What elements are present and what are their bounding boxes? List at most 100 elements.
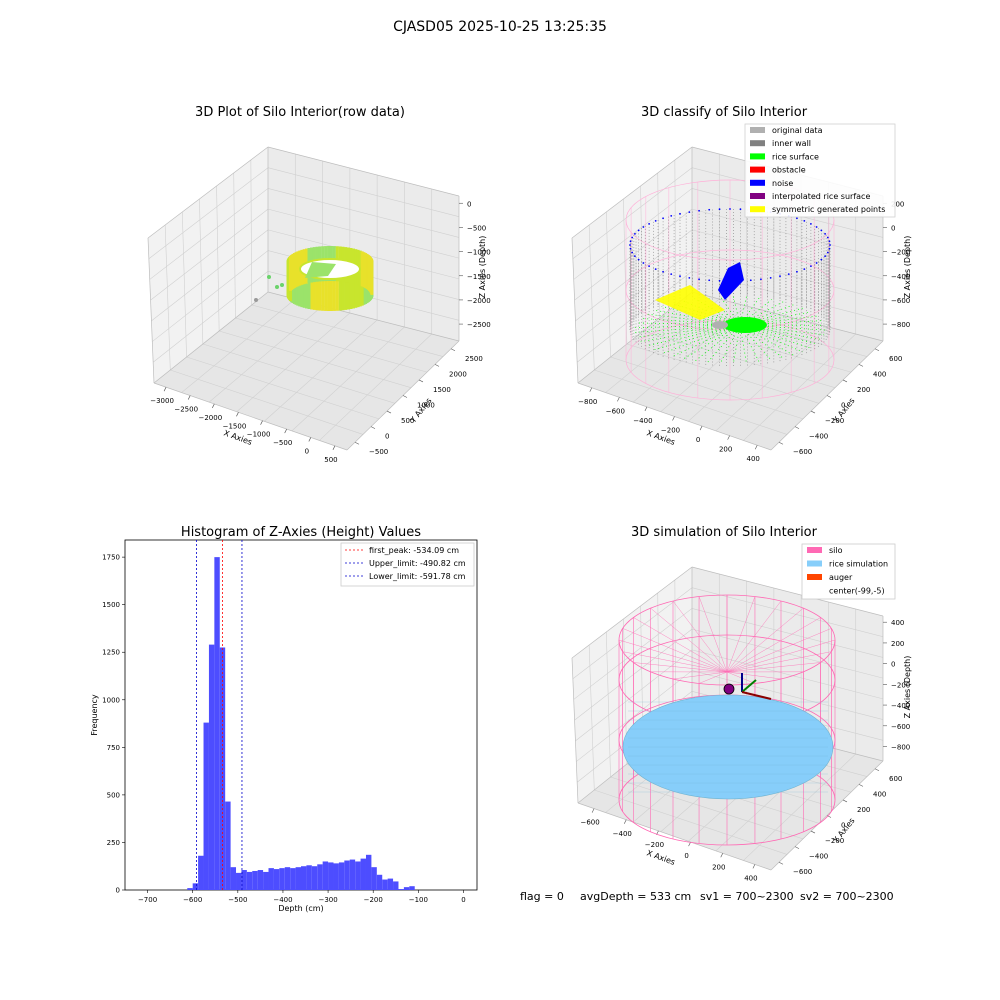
center-marker — [723, 683, 735, 695]
y-tick-label: 500 — [107, 791, 120, 799]
z-axis-label: Z Axies (Depth) — [478, 236, 487, 299]
rice-surface-ray — [739, 324, 747, 364]
noise-cluster — [718, 262, 744, 300]
noise-point — [828, 240, 831, 243]
noise-point — [729, 208, 731, 210]
x-tick-label: −600 — [183, 896, 202, 904]
z-tick-label: −2000 — [467, 297, 491, 305]
y-tick-label: 1250 — [102, 649, 120, 657]
y-tick-mark — [434, 364, 440, 367]
pane-left — [148, 147, 268, 383]
silo-roof-rib — [726, 608, 804, 673]
y-tick-label: −500 — [369, 448, 388, 456]
gridline — [319, 333, 432, 441]
noise-point — [629, 247, 632, 250]
rice-surface-ray — [739, 307, 803, 326]
z-tick-label: −400 — [891, 273, 910, 281]
simulation-render — [618, 594, 836, 846]
histogram-bar — [322, 861, 329, 890]
noise-point — [633, 255, 636, 258]
pane-floor — [154, 292, 459, 450]
x-tick-label: −3000 — [150, 397, 174, 405]
histogram-bar — [333, 863, 339, 890]
legend-label: first_peak: -534.09 cm — [369, 546, 459, 555]
gridline — [715, 326, 829, 432]
gridline — [152, 271, 269, 363]
silo-roof-rib — [698, 671, 728, 684]
z-tick-label: 0 — [891, 224, 895, 232]
histogram-bar — [236, 872, 242, 890]
legend-frame — [340, 542, 475, 587]
noise-point — [796, 217, 798, 220]
gridline — [150, 208, 269, 301]
histogram-bar — [273, 869, 280, 890]
legend-label: inner wall — [772, 139, 811, 148]
pane-edge — [571, 657, 579, 804]
z-tick-label: 400 — [891, 619, 904, 627]
z-tick-label: 200 — [891, 200, 904, 208]
chart-title: 3D simulation of Silo Interior — [631, 525, 818, 540]
y-tick-label: −600 — [793, 448, 812, 456]
rice-surface-ray — [739, 299, 772, 326]
histogram-bar — [295, 867, 301, 890]
x-tick-mark — [284, 428, 287, 434]
legend: first_peak: -534.09 cm Upper_limit: -490.… — [340, 542, 475, 587]
silo-roof-rib — [672, 671, 728, 680]
noise-point — [670, 214, 673, 217]
noise-point — [824, 232, 827, 235]
y-tick-label: 2000 — [449, 370, 467, 378]
status-sv1: sv1 = 700~2300 — [700, 890, 794, 903]
silo-roof-rib — [726, 628, 832, 673]
histogram-bar — [252, 870, 258, 890]
y-tick-label: −600 — [793, 868, 812, 876]
x-tick-label: 500 — [324, 456, 337, 464]
original-data-blob — [712, 321, 728, 329]
gridline — [264, 319, 378, 422]
noise-point — [815, 226, 818, 228]
legend-label: obstacle — [772, 166, 806, 175]
x-tick-label: −1000 — [247, 431, 271, 439]
plot-area — [124, 539, 478, 891]
gridline — [588, 644, 595, 791]
gridline — [233, 172, 236, 319]
status-avg-depth: avgDepth = 533 cm — [580, 890, 691, 903]
chart-title: 3D classify of Silo Interior — [641, 105, 808, 120]
pane-edge — [147, 146, 269, 239]
noise-point — [654, 268, 657, 270]
x-tick-label: −2000 — [198, 414, 222, 422]
y-tick-label: 1500 — [433, 386, 451, 394]
legend-swatch — [807, 560, 822, 567]
y-tick-mark — [842, 799, 848, 803]
legend-label: rice surface — [772, 152, 819, 161]
silo-roof-rib — [726, 596, 756, 673]
legend-swatch — [750, 166, 765, 173]
gridline — [688, 319, 802, 422]
x-tick-label: −400 — [273, 896, 292, 904]
y-tick-label: 400 — [873, 370, 886, 378]
z-tick-labels: 400 200 0 −200 −400 −600 −800 — [883, 619, 910, 752]
gridline — [267, 188, 460, 238]
legend: original data inner wall rice surface obsta… — [744, 123, 896, 218]
x-tick-label: 200 — [719, 446, 732, 454]
gridline — [572, 167, 693, 259]
rice-surface-ray — [739, 324, 803, 353]
y-tick-mark — [810, 830, 816, 834]
histogram-bar — [382, 879, 388, 890]
silo-roof-rib — [672, 600, 728, 673]
x-tick-label: −800 — [578, 398, 597, 406]
pane-edge — [267, 146, 460, 197]
x-tick-label: 200 — [712, 863, 725, 871]
rice-surface-ray — [732, 324, 741, 365]
raw-outlier-point — [280, 283, 284, 287]
legend: silo rice simulation auger center(-99,-5) — [801, 543, 896, 600]
gridline — [164, 224, 171, 371]
histogram-bar — [365, 854, 372, 890]
histogram-bar — [311, 866, 318, 890]
noise-point — [820, 229, 823, 232]
noise-point — [826, 251, 829, 254]
histogram-bar — [284, 867, 291, 890]
noise-point — [810, 222, 812, 225]
pane-edge — [571, 237, 579, 384]
x-tick-mark — [589, 387, 593, 392]
